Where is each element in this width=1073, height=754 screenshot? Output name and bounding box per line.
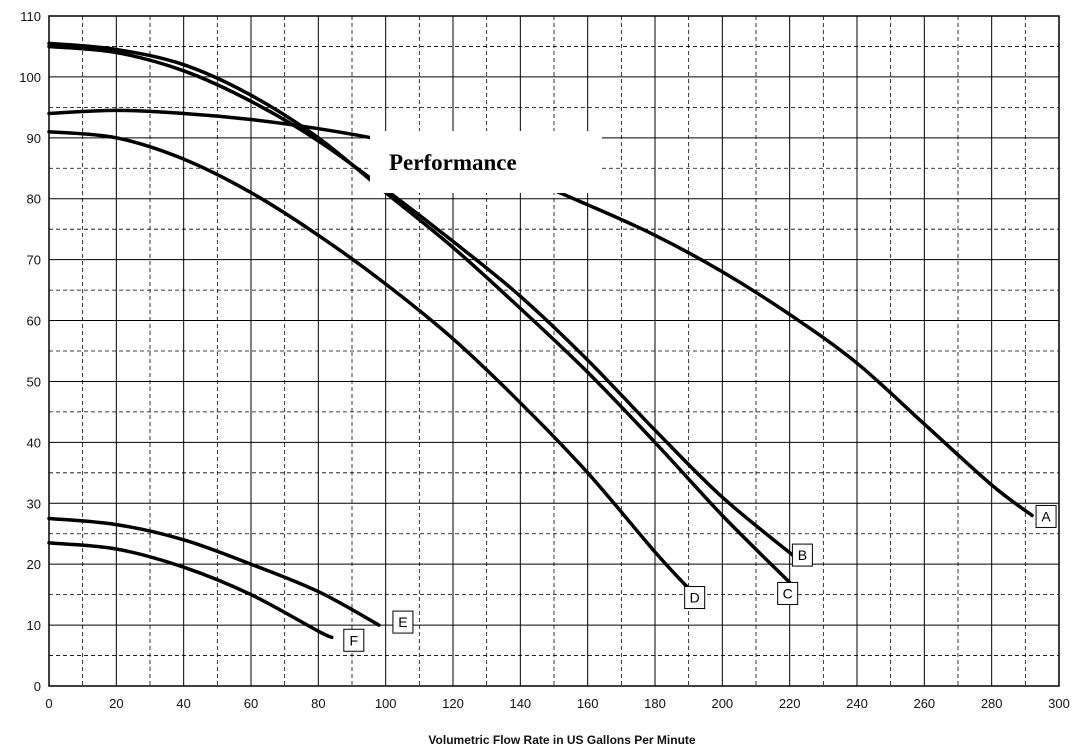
x-tick-label: 300 — [1048, 696, 1070, 711]
curve-label-box-f — [343, 628, 365, 652]
x-tick-label: 280 — [981, 696, 1003, 711]
x-tick-label: 200 — [711, 696, 733, 711]
curves — [47, 41, 1034, 640]
y-tick-label: 70 — [27, 253, 41, 268]
curve-label-box-b — [791, 543, 813, 567]
y-tick-label: 90 — [27, 131, 41, 146]
y-tick-label: 20 — [27, 557, 41, 572]
y-tick-label: 30 — [27, 496, 41, 511]
x-tick-label: 40 — [176, 696, 190, 711]
curve-label-box-c — [777, 581, 799, 605]
curve-label-a: A — [1041, 508, 1051, 524]
y-tick-label: 40 — [27, 435, 41, 450]
x-tick-label: 240 — [846, 696, 868, 711]
x-tick-label: 20 — [109, 696, 123, 711]
y-tick-label: 10 — [27, 618, 41, 633]
x-axis-label: Volumetric Flow Rate in US Gallons Per M… — [428, 733, 695, 747]
curve-label-box-d — [684, 586, 706, 610]
curve-e — [47, 516, 381, 627]
curve-f — [47, 541, 334, 640]
curve-label-box-e — [392, 610, 414, 634]
y-axis-ticks: 0 10 20 30 40 50 60 70 80 90 100 110 — [19, 9, 41, 694]
x-tick-label: 60 — [244, 696, 258, 711]
x-tick-label: 80 — [311, 696, 325, 711]
curve-label-b: B — [798, 547, 807, 563]
curve-b — [47, 44, 799, 560]
x-tick-label: 260 — [913, 696, 935, 711]
x-tick-label: 180 — [644, 696, 666, 711]
plot-area-border — [48, 15, 1060, 687]
x-tick-label: 0 — [45, 696, 52, 711]
curve-a — [47, 108, 1034, 518]
x-tick-label: 160 — [577, 696, 599, 711]
minor-gridlines — [49, 16, 1059, 686]
x-tick-label: 120 — [442, 696, 464, 711]
curve-label-box-a — [1035, 504, 1057, 528]
curve-d — [47, 129, 691, 591]
chart-title: Performance — [389, 150, 517, 175]
curve-label-f: F — [350, 632, 359, 648]
y-tick-label: 110 — [20, 9, 41, 24]
curve-label-e: E — [398, 614, 407, 630]
title-background — [370, 131, 602, 193]
x-axis-ticks: 0 20 40 60 80 100 120 140 160 180 200 220 240 260 280 3… — [45, 696, 1069, 711]
curve-c — [47, 41, 792, 585]
y-tick-label: 80 — [27, 192, 41, 207]
x-tick-label: 140 — [509, 696, 531, 711]
curve-label-d: D — [690, 590, 700, 606]
x-tick-label: 100 — [375, 696, 397, 711]
curve-labels: A B C D E F — [343, 504, 1057, 652]
y-tick-label: 100 — [19, 70, 41, 85]
y-tick-label: 60 — [27, 314, 41, 329]
curve-label-c: C — [783, 585, 793, 601]
y-tick-label: 50 — [27, 374, 41, 389]
y-tick-label: 0 — [34, 679, 41, 694]
x-tick-label: 220 — [779, 696, 801, 711]
